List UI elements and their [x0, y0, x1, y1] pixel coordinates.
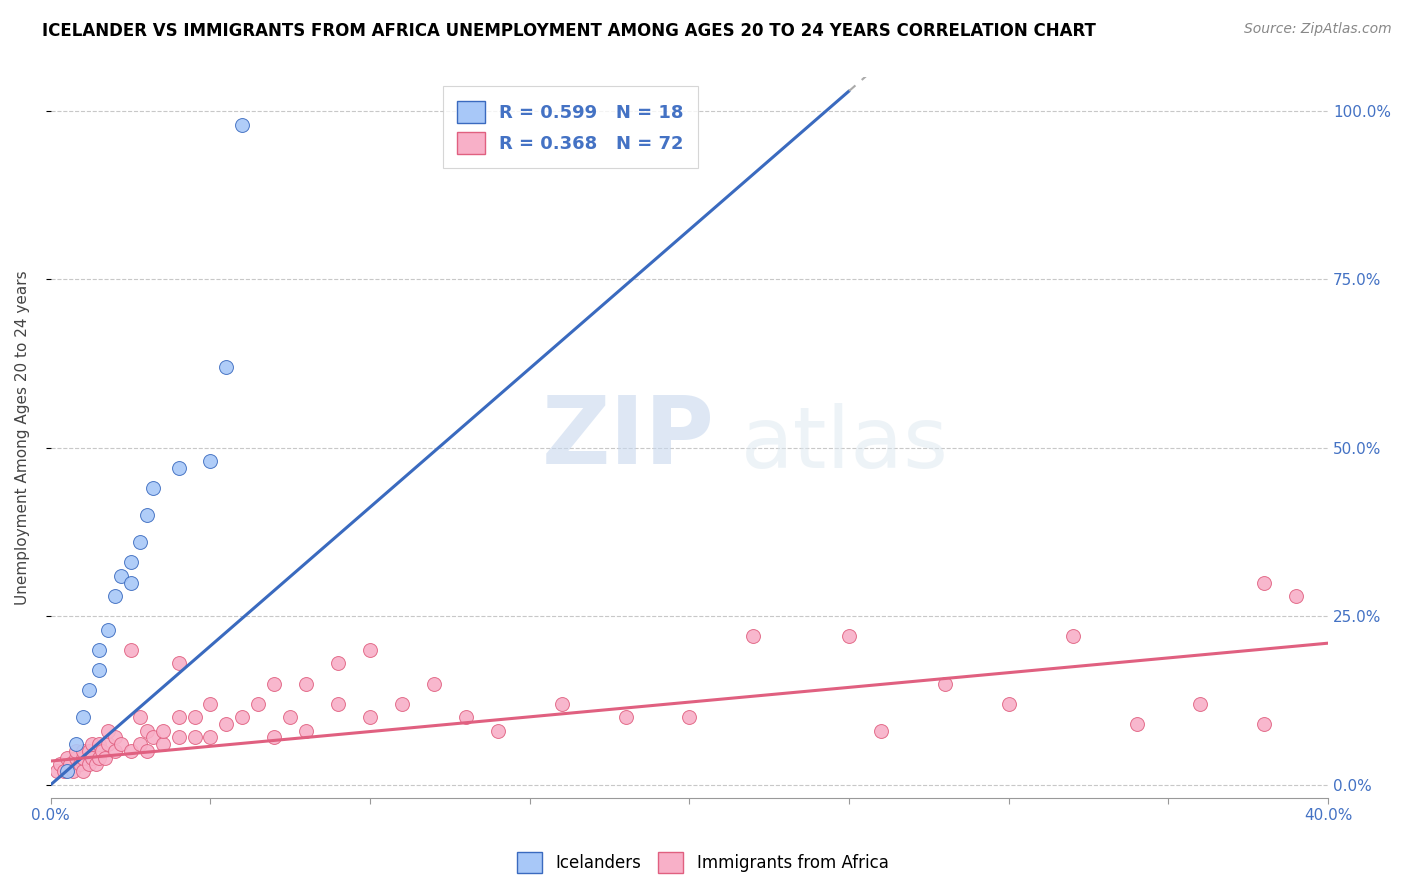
- Point: [278, 710, 301, 724]
- Point: [167, 710, 190, 724]
- Point: [142, 481, 165, 495]
- Point: [72, 750, 94, 764]
- Point: [69, 757, 91, 772]
- Point: [135, 723, 157, 738]
- Point: [1189, 697, 1212, 711]
- Point: [263, 676, 285, 690]
- Point: [97, 623, 120, 637]
- Point: [454, 710, 477, 724]
- Point: [94, 750, 117, 764]
- Text: atlas: atlas: [741, 403, 949, 486]
- Point: [167, 731, 190, 745]
- Point: [215, 717, 238, 731]
- Point: [231, 118, 253, 132]
- Y-axis label: Unemployment Among Ages 20 to 24 years: Unemployment Among Ages 20 to 24 years: [15, 270, 30, 605]
- Point: [62, 764, 84, 778]
- Point: [65, 744, 87, 758]
- Point: [82, 737, 104, 751]
- Point: [152, 723, 174, 738]
- Point: [104, 589, 127, 603]
- Point: [295, 676, 318, 690]
- Point: [72, 710, 94, 724]
- Point: [87, 663, 110, 677]
- Text: Source: ZipAtlas.com: Source: ZipAtlas.com: [1244, 22, 1392, 37]
- Point: [59, 757, 82, 772]
- Point: [90, 744, 112, 758]
- Point: [104, 731, 127, 745]
- Point: [934, 676, 956, 690]
- Point: [328, 697, 350, 711]
- Point: [678, 710, 700, 724]
- Point: [1125, 717, 1147, 731]
- Point: [838, 629, 860, 643]
- Point: [152, 737, 174, 751]
- Point: [200, 697, 222, 711]
- Point: [77, 744, 100, 758]
- Point: [97, 723, 120, 738]
- Point: [129, 737, 152, 751]
- Point: [49, 757, 72, 772]
- Point: [110, 569, 132, 583]
- Point: [72, 764, 94, 778]
- Point: [183, 731, 205, 745]
- Point: [614, 710, 637, 724]
- Point: [183, 710, 205, 724]
- Point: [56, 750, 79, 764]
- Point: [87, 750, 110, 764]
- Point: [423, 676, 446, 690]
- Point: [1062, 629, 1084, 643]
- Point: [135, 744, 157, 758]
- Point: [247, 697, 270, 711]
- Point: [998, 697, 1021, 711]
- Point: [65, 750, 87, 764]
- Point: [263, 731, 285, 745]
- Point: [120, 575, 142, 590]
- Point: [167, 461, 190, 475]
- Point: [231, 710, 253, 724]
- Point: [295, 723, 318, 738]
- Point: [65, 737, 87, 751]
- Point: [82, 750, 104, 764]
- Point: [135, 508, 157, 523]
- Point: [215, 359, 238, 374]
- Point: [110, 737, 132, 751]
- Point: [46, 764, 69, 778]
- Point: [1253, 717, 1275, 731]
- Point: [870, 723, 893, 738]
- Legend: R = 0.599   N = 18, R = 0.368   N = 72: R = 0.599 N = 18, R = 0.368 N = 72: [443, 87, 697, 169]
- Point: [1285, 589, 1308, 603]
- Point: [129, 535, 152, 549]
- Point: [167, 657, 190, 671]
- Point: [120, 744, 142, 758]
- Point: [142, 731, 165, 745]
- Point: [77, 757, 100, 772]
- Point: [84, 757, 107, 772]
- Point: [742, 629, 765, 643]
- Point: [359, 643, 381, 657]
- Point: [391, 697, 413, 711]
- Point: [87, 737, 110, 751]
- Point: [200, 454, 222, 468]
- Text: ICELANDER VS IMMIGRANTS FROM AFRICA UNEMPLOYMENT AMONG AGES 20 TO 24 YEARS CORRE: ICELANDER VS IMMIGRANTS FROM AFRICA UNEM…: [42, 22, 1097, 40]
- Text: ZIP: ZIP: [543, 392, 716, 483]
- Point: [77, 683, 100, 698]
- Point: [72, 744, 94, 758]
- Point: [52, 764, 75, 778]
- Point: [200, 731, 222, 745]
- Point: [120, 555, 142, 569]
- Point: [486, 723, 509, 738]
- Point: [1253, 575, 1275, 590]
- Point: [328, 657, 350, 671]
- Point: [359, 710, 381, 724]
- Point: [129, 710, 152, 724]
- Point: [87, 643, 110, 657]
- Point: [56, 764, 79, 778]
- Legend: Icelanders, Immigrants from Africa: Icelanders, Immigrants from Africa: [510, 846, 896, 880]
- Point: [97, 737, 120, 751]
- Point: [104, 744, 127, 758]
- Point: [120, 643, 142, 657]
- Point: [551, 697, 574, 711]
